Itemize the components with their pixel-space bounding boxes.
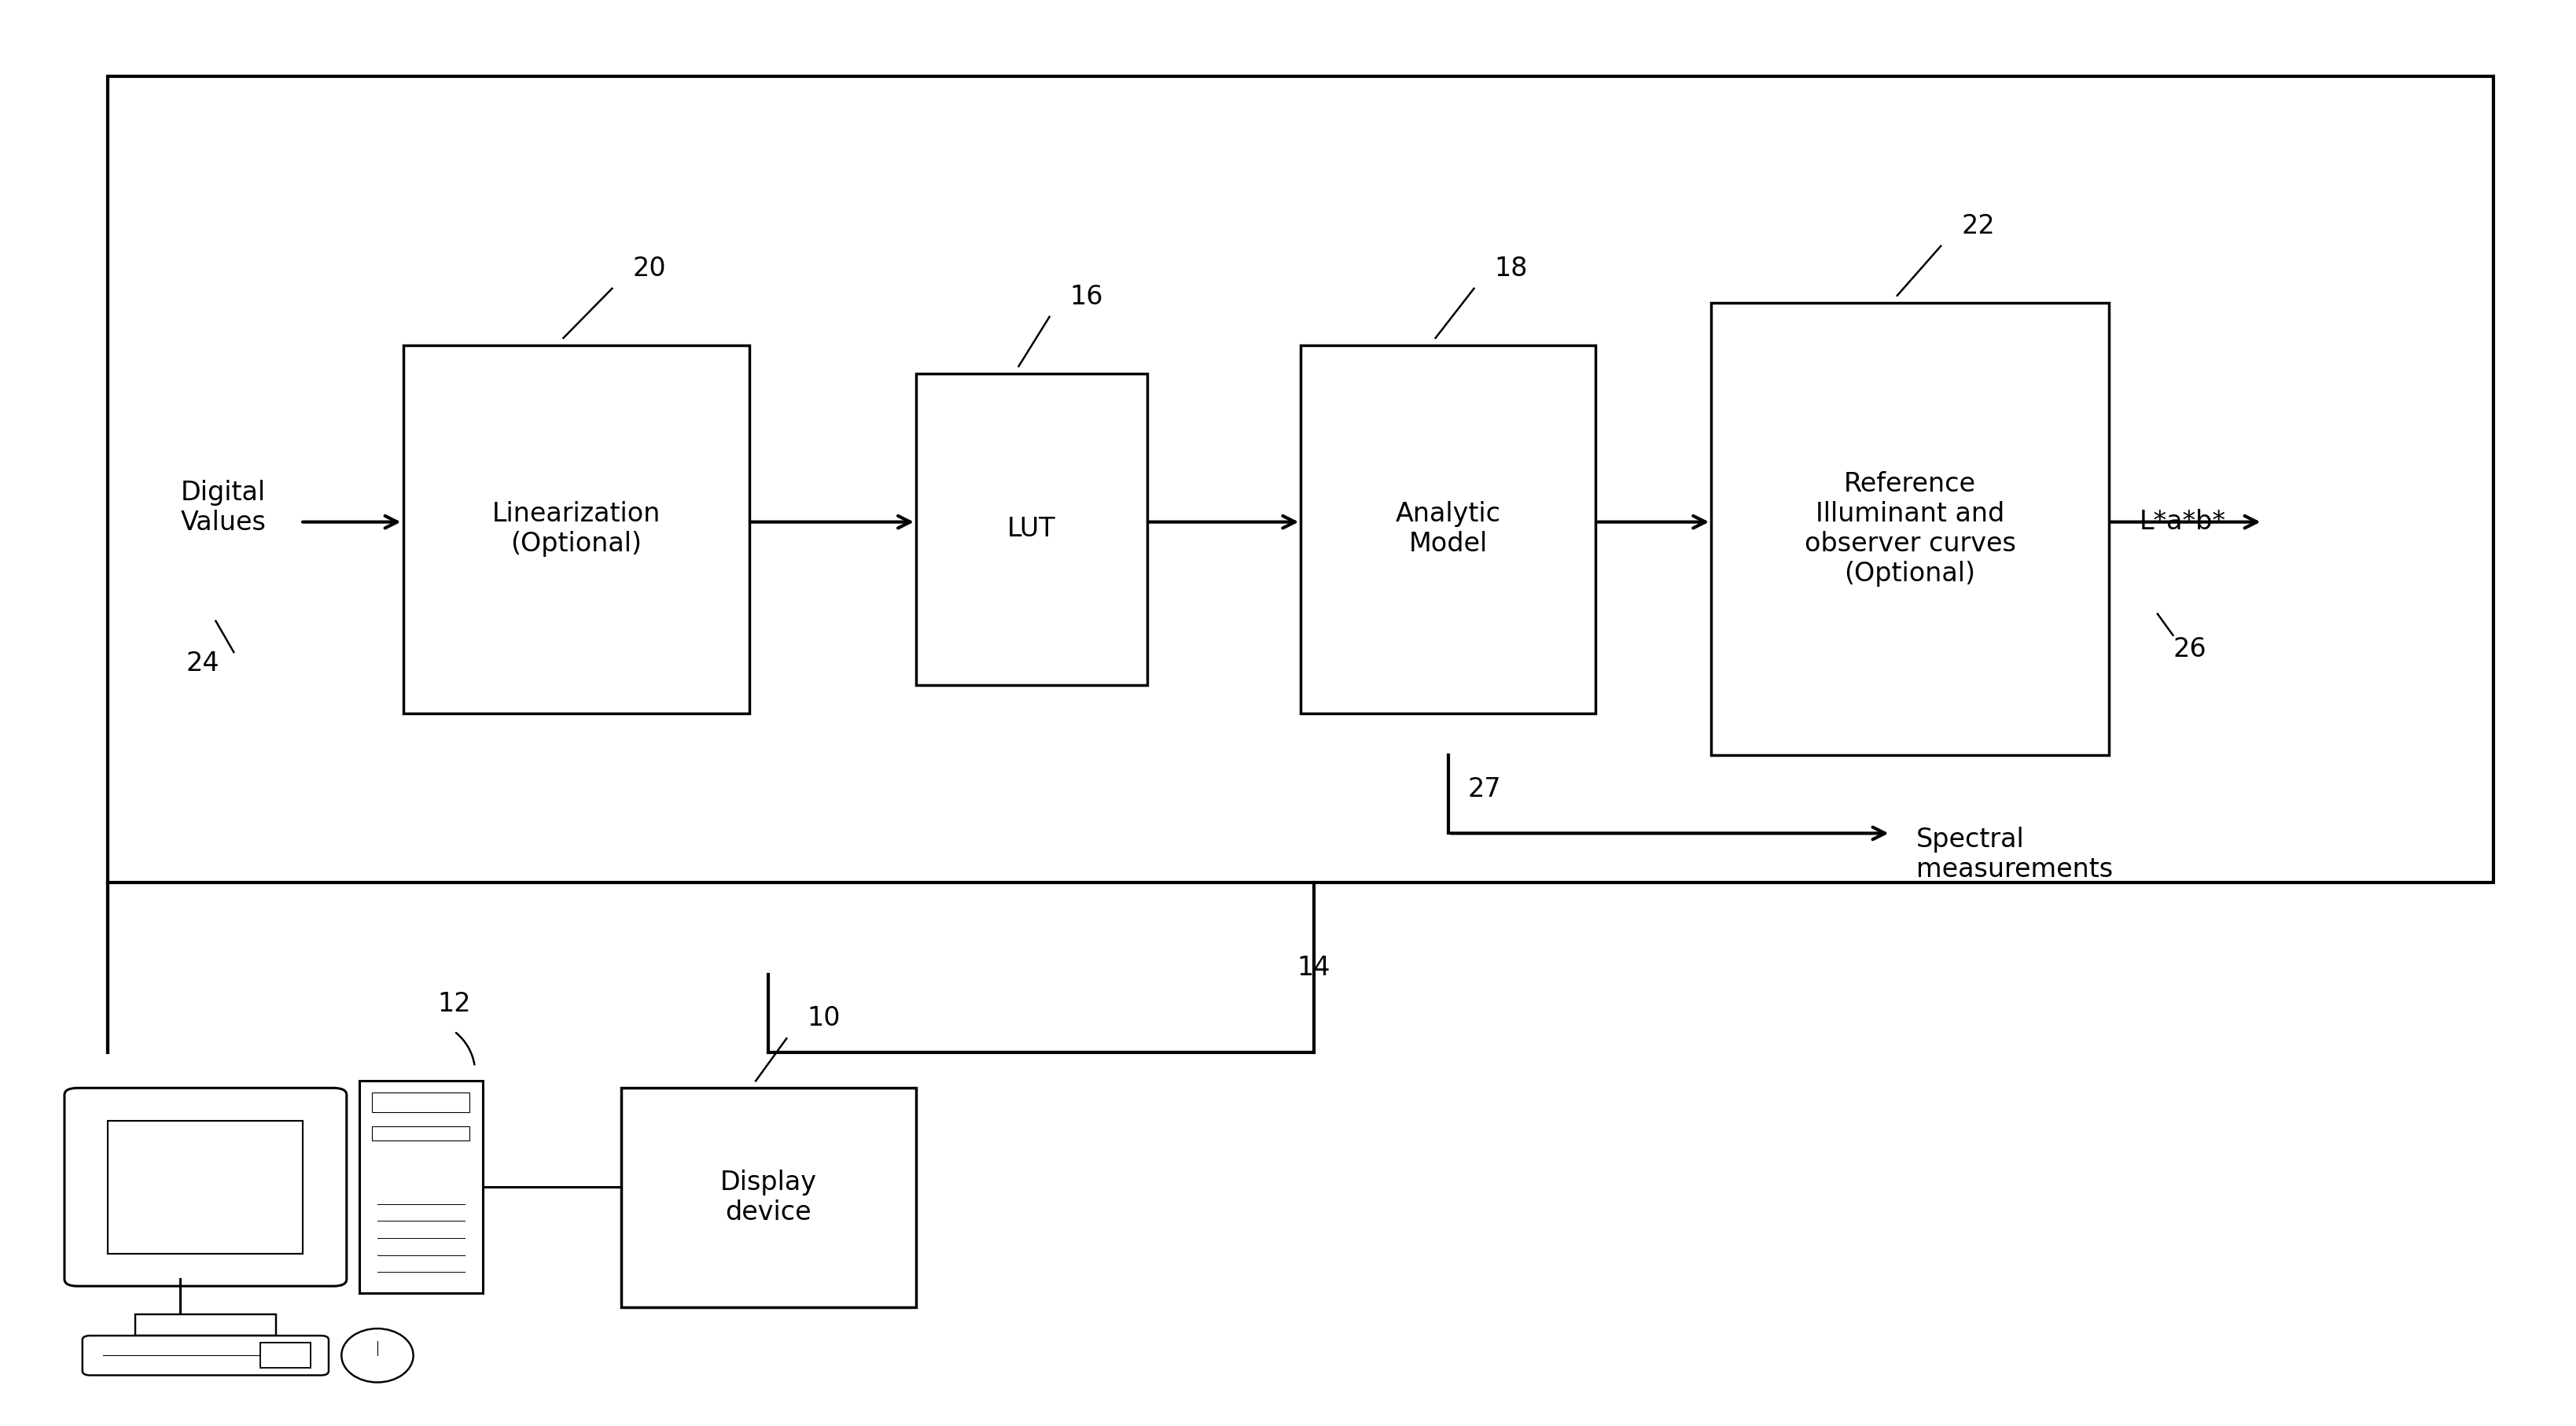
FancyBboxPatch shape xyxy=(64,1088,348,1286)
FancyBboxPatch shape xyxy=(917,374,1146,684)
Ellipse shape xyxy=(343,1329,412,1382)
Text: Analytic
Model: Analytic Model xyxy=(1396,501,1502,558)
Text: 26: 26 xyxy=(2174,636,2208,662)
Text: 20: 20 xyxy=(634,255,667,281)
Text: 27: 27 xyxy=(1468,777,1502,803)
FancyBboxPatch shape xyxy=(82,1336,330,1375)
Text: 10: 10 xyxy=(806,1005,840,1031)
FancyBboxPatch shape xyxy=(134,1315,276,1336)
Text: Reference
Illuminant and
observer curves
(Optional): Reference Illuminant and observer curves… xyxy=(1803,471,2017,588)
FancyBboxPatch shape xyxy=(1301,345,1595,713)
Text: Spectral
measurements: Spectral measurements xyxy=(1917,827,2112,883)
FancyBboxPatch shape xyxy=(1710,302,2110,756)
Text: 16: 16 xyxy=(1069,284,1103,309)
Text: 12: 12 xyxy=(438,991,471,1017)
Text: 14: 14 xyxy=(1296,955,1329,981)
FancyBboxPatch shape xyxy=(621,1088,917,1308)
FancyBboxPatch shape xyxy=(374,1092,469,1112)
FancyBboxPatch shape xyxy=(361,1081,482,1293)
Text: Linearization
(Optional): Linearization (Optional) xyxy=(492,501,659,558)
Text: L*a*b*: L*a*b* xyxy=(2141,509,2226,535)
FancyBboxPatch shape xyxy=(374,1127,469,1141)
Text: LUT: LUT xyxy=(1007,516,1056,542)
FancyBboxPatch shape xyxy=(108,76,2494,883)
FancyBboxPatch shape xyxy=(402,345,750,713)
FancyBboxPatch shape xyxy=(108,1121,304,1253)
FancyBboxPatch shape xyxy=(260,1343,312,1368)
Text: Digital
Values: Digital Values xyxy=(180,479,265,536)
Text: 24: 24 xyxy=(185,650,219,676)
Text: Display
device: Display device xyxy=(721,1169,817,1226)
Text: 18: 18 xyxy=(1494,255,1528,281)
Text: 22: 22 xyxy=(1960,212,1994,240)
